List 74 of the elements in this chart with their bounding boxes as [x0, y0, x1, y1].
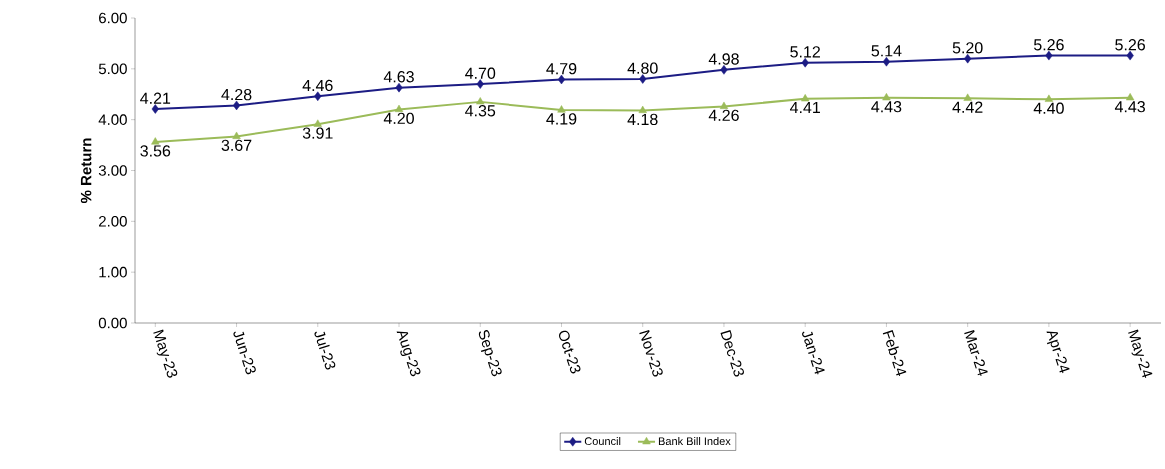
x-tick-label: Apr-24	[1046, 331, 1070, 374]
point	[151, 104, 159, 114]
y-tick-label: 3.00	[98, 165, 127, 176]
data-label: 4.18	[627, 113, 658, 126]
data-label: 4.80	[627, 62, 658, 74]
data-label: 4.20	[383, 112, 414, 125]
data-label: 5.20	[952, 42, 983, 54]
data-label: 5.14	[871, 45, 902, 57]
point	[1126, 50, 1134, 61]
x-tick-label: May-24	[1128, 329, 1153, 378]
x-tick-label: Jan-24	[802, 331, 825, 375]
point	[314, 91, 322, 102]
point	[963, 93, 972, 101]
point	[720, 65, 728, 75]
data-label: 3.67	[221, 139, 252, 151]
legend-label: Bank Bill Index	[658, 437, 731, 446]
data-label: 4.43	[871, 101, 902, 113]
data-label: 4.26	[708, 109, 739, 121]
point	[1125, 93, 1135, 101]
y-tick-label: 5.00	[98, 63, 127, 75]
data-label: 3.91	[302, 127, 333, 139]
point	[719, 101, 729, 109]
data-label: 4.43	[1114, 101, 1145, 113]
data-label: 4.98	[708, 53, 739, 65]
y-tick-label: 4.00	[98, 114, 127, 125]
point	[964, 53, 972, 64]
data-label: 4.41	[789, 102, 820, 114]
legend-label: Council	[584, 437, 621, 446]
point	[394, 104, 404, 112]
point	[801, 94, 810, 102]
data-label: 4.21	[140, 92, 171, 104]
data-label: 4.40	[1033, 102, 1064, 114]
x-tick-label: Dec-23	[720, 329, 744, 377]
x-tick-label: Jun-23	[233, 331, 256, 375]
x-tick-label: Oct-23	[559, 330, 581, 374]
y-tick-label: 6.00	[99, 12, 127, 24]
point	[232, 100, 241, 111]
point	[476, 97, 485, 105]
x-tick-label: Sep-23	[478, 330, 502, 377]
data-label: 5.12	[790, 46, 820, 58]
x-tick-label: May-23	[153, 329, 178, 378]
x-tick-label: Mar-24	[964, 329, 988, 376]
y-axis-title: % Return	[80, 138, 92, 204]
data-label: 5.26	[1115, 39, 1145, 51]
point	[882, 56, 891, 67]
point	[232, 131, 241, 139]
data-label: 4.19	[546, 113, 577, 125]
point	[557, 105, 566, 113]
point	[151, 137, 160, 145]
x-tick-label: Jul-23	[314, 331, 336, 370]
x-tick-label: Aug-23	[396, 331, 421, 377]
y-tick-label: 2.00	[99, 216, 127, 227]
data-label: 5.26	[1033, 39, 1064, 51]
point	[313, 119, 322, 127]
x-tick-label: Nov-23	[639, 329, 663, 377]
point	[1045, 50, 1053, 61]
point	[476, 79, 484, 89]
data-label: 4.28	[221, 88, 252, 101]
data-label: 4.42	[952, 101, 983, 113]
data-label: 4.46	[302, 79, 333, 92]
data-label: 4.35	[465, 105, 496, 117]
point	[639, 74, 647, 84]
y-tick-label: 1.00	[99, 266, 127, 278]
data-label: 3.56	[140, 145, 171, 157]
point	[882, 93, 891, 101]
data-label: 4.70	[465, 67, 496, 79]
data-label: 4.79	[546, 62, 577, 75]
point	[801, 57, 809, 68]
point	[395, 82, 403, 93]
point	[1044, 94, 1054, 102]
data-label: 4.63	[383, 71, 414, 83]
y-tick-label: 0.00	[98, 317, 127, 329]
point	[557, 74, 566, 85]
x-tick-label: Feb-24	[882, 330, 907, 377]
